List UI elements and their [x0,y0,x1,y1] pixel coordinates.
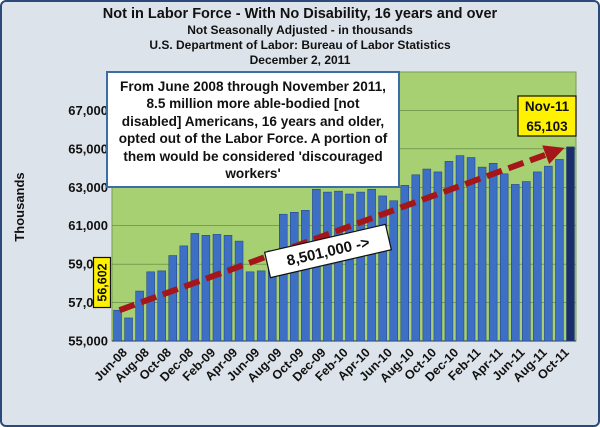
start-value-label-text: 56,602 [96,263,110,301]
bar [212,234,222,342]
chart-subtitle-3: December 2, 2011 [249,53,351,67]
bar [533,171,542,342]
bar [223,235,233,342]
chart-title: Not in Labor Force - With No Disability,… [102,6,498,22]
bar [367,188,376,342]
bar [400,185,409,342]
trend-arrow-line [118,151,547,314]
bar [466,157,476,342]
bar [146,271,155,342]
bar [555,159,564,342]
y-axis-label: Thousands [12,172,27,241]
bar [301,210,310,342]
end-value-label: Nov-11 65,103 [517,95,577,137]
bar [389,200,398,342]
annotation-note: From June 2008 through November 2011, 8.… [106,71,400,188]
y-tick-label: 63,000 [68,180,108,195]
y-tick-label: 55,000 [68,334,108,349]
bar [522,181,531,342]
bar [378,195,387,342]
bar [168,255,177,342]
end-value-label-text: 65,103 [526,119,568,134]
end-value-label-box [517,95,577,137]
bar [566,146,575,342]
y-tick-labels: 55,00057,00059,00061,00063,00065,00067,0… [68,103,108,349]
bar [444,161,454,342]
chart-subtitle-2: U.S. Department of Labor: Bureau of Labo… [149,38,451,52]
bar [256,270,266,342]
arrow-head [542,145,565,165]
bar [455,155,465,342]
start-value-label-box [92,256,112,309]
bar [290,212,299,342]
end-value-label-text: Nov-11 [525,99,570,114]
bar [179,245,189,342]
bar [477,166,487,342]
y-tick-label: 67,000 [68,103,108,118]
bar [334,190,343,342]
bar [135,290,144,342]
bar [356,191,365,342]
bar [511,184,520,342]
x-tick-labels: Jun-08Aug-08Oct-08Dec-08Feb-09Apr-09Jun-… [91,345,571,385]
bar [234,240,244,342]
bar [345,193,354,342]
bar [190,233,200,342]
start-value-label: 56,602 [92,256,112,309]
difference-label-box [263,223,393,279]
bar [433,171,443,342]
bar [422,168,432,342]
chart-subtitle-1: Not Seasonally Adjusted - in thousands [187,23,413,37]
bar [279,213,288,342]
bar [201,235,211,342]
bars [113,146,575,342]
bar [323,191,332,342]
bar [245,271,255,342]
bar [488,163,498,342]
y-tick-label: 61,000 [68,218,108,233]
y-tick-label: 65,000 [68,141,108,156]
bar [499,173,509,342]
bar [544,165,553,342]
trend-arrow [118,145,565,314]
bar [411,174,421,342]
bar [157,270,166,342]
bar [124,317,133,342]
bar [113,309,122,342]
